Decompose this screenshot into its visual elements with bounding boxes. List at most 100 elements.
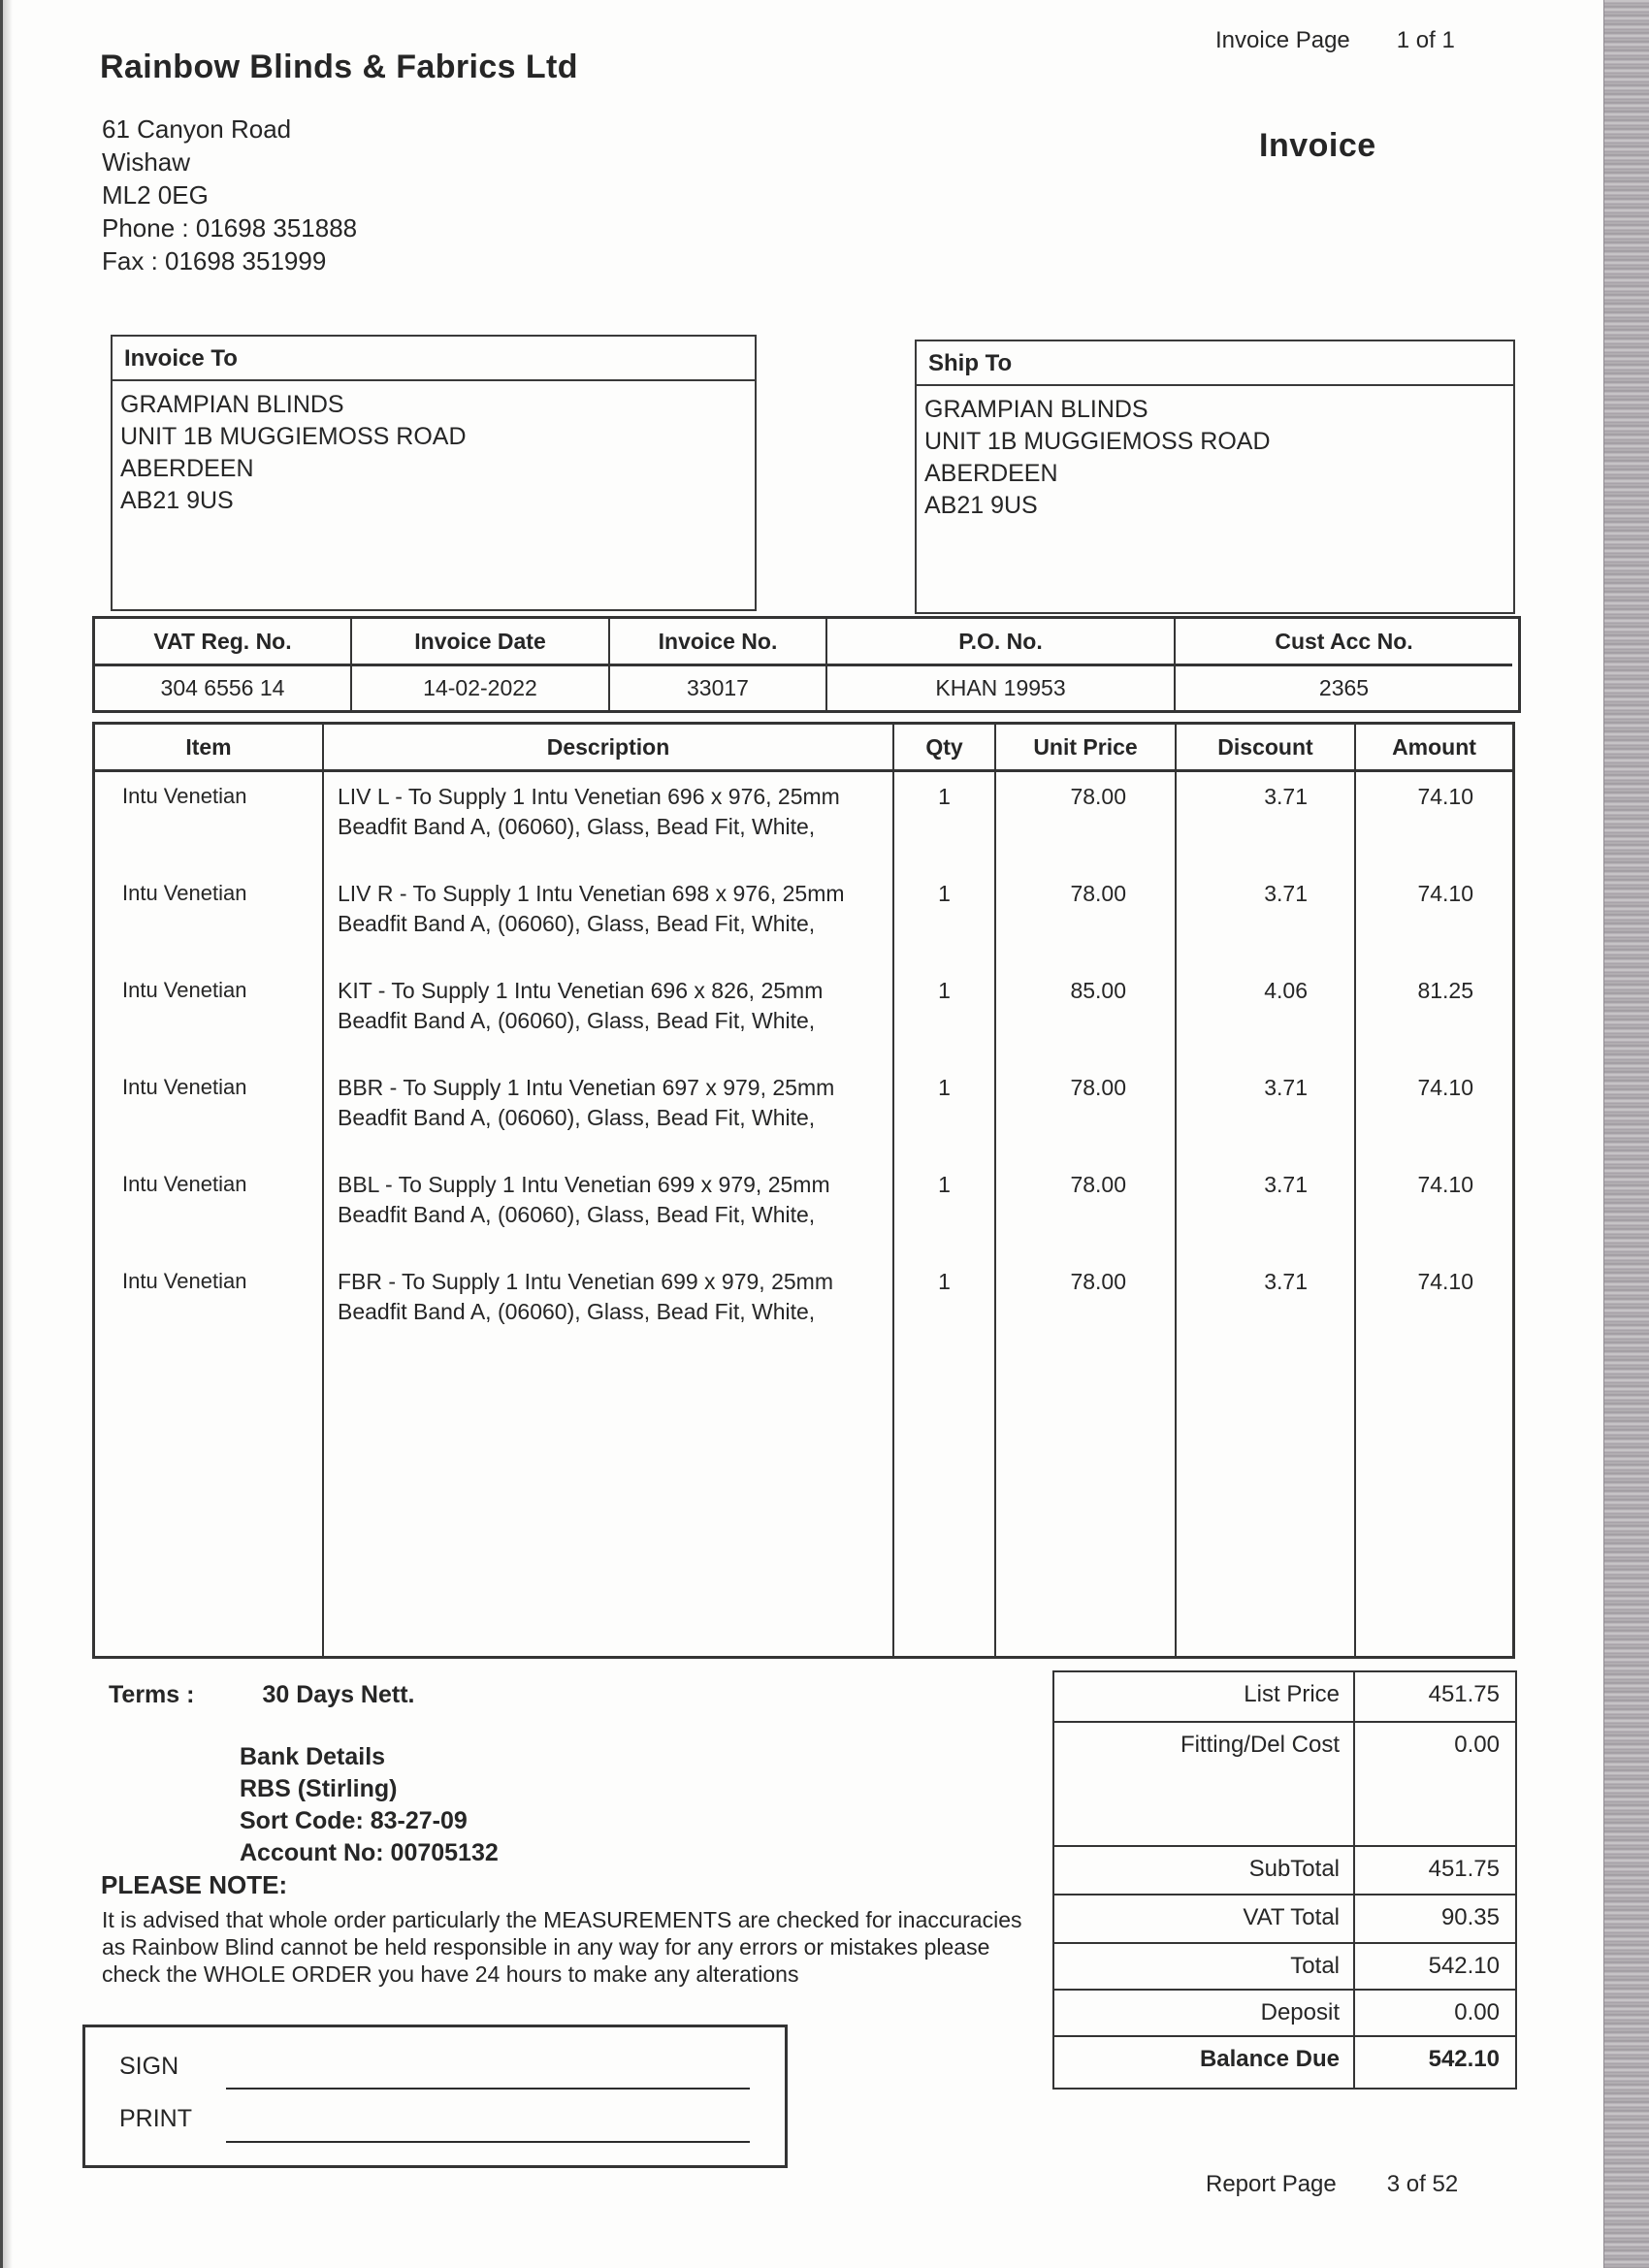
ship-to-box: Ship To GRAMPIAN BLINDS UNIT 1B MUGGIEMO… [915, 340, 1515, 614]
meta-value-cust-acc: 2365 [1318, 675, 1370, 700]
totals-label-list-price: List Price [1244, 1681, 1340, 1707]
meta-value-po-no: KHAN 19953 [827, 666, 1176, 710]
items-header-unit-price: Unit Price [996, 725, 1177, 769]
ship-to-line: AB21 9US [924, 492, 1038, 519]
items-filler-cell [1356, 1354, 1512, 1656]
item-discount-cell: 3.71 [1177, 1257, 1356, 1354]
items-header-qty: Qty [894, 725, 996, 769]
items-filler-cell [996, 1354, 1177, 1656]
item-name-cell: Intu Venetian [95, 1257, 324, 1354]
item-discount-cell: 4.06 [1177, 966, 1356, 1063]
item-unit-price-cell: 78.00 [996, 1160, 1177, 1257]
item-amount-cell: 74.10 [1417, 1269, 1473, 1294]
meta-header-vat-reg: VAT Reg. No. [95, 619, 352, 666]
terms-label: Terms : [109, 1681, 195, 1708]
company-name: Rainbow Blinds & Fabrics Ltd [100, 49, 578, 85]
print-label: PRINT [119, 2105, 192, 2132]
invoice-page-value: 1 of 1 [1396, 27, 1455, 53]
item-qty-cell: 1 [894, 966, 996, 1063]
report-page-label: Report Page [1206, 2171, 1337, 2197]
totals-value-subtotal: 451.75 [1353, 1845, 1515, 1894]
meta-header-invoice-date: Invoice Date [352, 619, 610, 666]
meta-header-invoice-no: Invoice No. [610, 619, 827, 666]
signature-box: SIGN PRINT [82, 2025, 788, 2168]
scan-left-shadow [3, 0, 13, 2268]
invoice-to-title: Invoice To [113, 337, 755, 381]
meta-header-cust-acc: Cust Acc No. [1176, 619, 1512, 666]
item-discount-cell: 3.71 [1177, 869, 1356, 966]
items-filler-cell [1177, 1354, 1356, 1656]
invoice-to-line: GRAMPIAN BLINDS [120, 391, 344, 418]
bank-details-line: Account No: 00705132 [240, 1839, 499, 1866]
scan-left-edge [0, 0, 3, 2268]
scan-right-band [1603, 0, 1649, 2268]
items-table-header: Item Description Qty Unit Price Discount… [95, 725, 1512, 772]
item-name-cell: Intu Venetian [95, 1160, 324, 1257]
item-name-cell: Intu Venetian [95, 772, 324, 869]
totals-value-balance-due: 542.10 [1353, 2035, 1515, 2088]
items-header-description: Description [324, 725, 894, 769]
report-page-value: 3 of 52 [1386, 2171, 1459, 2197]
items-filler-cell [894, 1354, 996, 1656]
item-amount-cell: 74.10 [1417, 1172, 1473, 1197]
item-description-cell: BBR - To Supply 1 Intu Venetian 697 x 97… [324, 1063, 894, 1160]
meta-value-invoice-date: 14-02-2022 [352, 666, 610, 710]
item-discount-cell: 3.71 [1177, 1160, 1356, 1257]
item-name-cell: Intu Venetian [95, 966, 324, 1063]
item-unit-price-cell: 85.00 [996, 966, 1177, 1063]
item-qty-cell: 1 [894, 1063, 996, 1160]
totals-value-list-price: 451.75 [1353, 1672, 1515, 1721]
item-qty-cell: 1 [894, 772, 996, 869]
item-amount-cell: 74.10 [1417, 784, 1473, 809]
item-description-cell: FBR - To Supply 1 Intu Venetian 699 x 97… [324, 1257, 894, 1354]
totals-label-fitting-del-cost: Fitting/Del Cost [1054, 1721, 1353, 1845]
item-unit-price-cell: 78.00 [996, 772, 1177, 869]
company-address-line: Wishaw [102, 147, 191, 177]
company-phone: Phone : 01698 351888 [102, 213, 358, 243]
meta-value-invoice-no: 33017 [610, 666, 827, 710]
invoice-to-line: UNIT 1B MUGGIEMOSS ROAD [120, 423, 467, 450]
bank-details-title: Bank Details [240, 1743, 386, 1770]
item-discount-cell: 3.71 [1177, 772, 1356, 869]
company-address: 61 Canyon Road Wishaw ML2 0EG Phone : 01… [102, 113, 357, 277]
ship-to-line: UNIT 1B MUGGIEMOSS ROAD [924, 428, 1271, 455]
items-filler-cell [324, 1354, 894, 1656]
sign-line[interactable] [226, 2088, 750, 2090]
totals-label-deposit: Deposit [1054, 1989, 1353, 2035]
item-amount-cell: 81.25 [1417, 978, 1473, 1003]
sign-label: SIGN [119, 2053, 179, 2080]
totals-value-total: 542.10 [1353, 1942, 1515, 1989]
items-table: Item Description Qty Unit Price Discount… [92, 722, 1515, 1659]
items-table-body: Intu Venetian LIV L - To Supply 1 Intu V… [95, 772, 1512, 1656]
ship-to-title: Ship To [917, 341, 1513, 386]
totals-value-deposit: 0.00 [1353, 1989, 1515, 2035]
items-header-amount: Amount [1392, 734, 1476, 760]
meta-value-vat-reg: 304 6556 14 [95, 666, 352, 710]
invoice-page-indicator: Invoice Page 1 of 1 [1215, 27, 1455, 54]
item-name-cell: Intu Venetian [95, 1063, 324, 1160]
totals-label-balance-due: Balance Due [1054, 2035, 1353, 2088]
company-fax: Fax : 01698 351999 [102, 246, 327, 275]
items-header-item: Item [95, 725, 324, 769]
report-page-indicator: Report Page 3 of 52 [1206, 2171, 1458, 2198]
invoice-to-address: GRAMPIAN BLINDS UNIT 1B MUGGIEMOSS ROAD … [113, 381, 755, 517]
totals-label-vat-total: VAT Total [1054, 1894, 1353, 1942]
item-unit-price-cell: 78.00 [996, 1063, 1177, 1160]
item-qty-cell: 1 [894, 1257, 996, 1354]
totals-label-total: Total [1054, 1942, 1353, 1989]
item-description-cell: BBL - To Supply 1 Intu Venetian 699 x 97… [324, 1160, 894, 1257]
items-filler-cell [95, 1354, 324, 1656]
bank-details-line: RBS (Stirling) [240, 1775, 398, 1802]
item-discount-cell: 3.71 [1177, 1063, 1356, 1160]
items-header-discount: Discount [1177, 725, 1356, 769]
totals-value-vat-total: 90.35 [1353, 1894, 1515, 1942]
please-note-title: PLEASE NOTE: [101, 1870, 288, 1899]
note-text: It is advised that whole order particula… [102, 1907, 1022, 1987]
print-line[interactable] [226, 2141, 750, 2143]
company-address-line: ML2 0EG [102, 180, 209, 210]
invoice-to-line: AB21 9US [120, 487, 234, 514]
ship-to-line: ABERDEEN [924, 460, 1058, 487]
item-unit-price-cell: 78.00 [996, 869, 1177, 966]
item-name-cell: Intu Venetian [95, 869, 324, 966]
